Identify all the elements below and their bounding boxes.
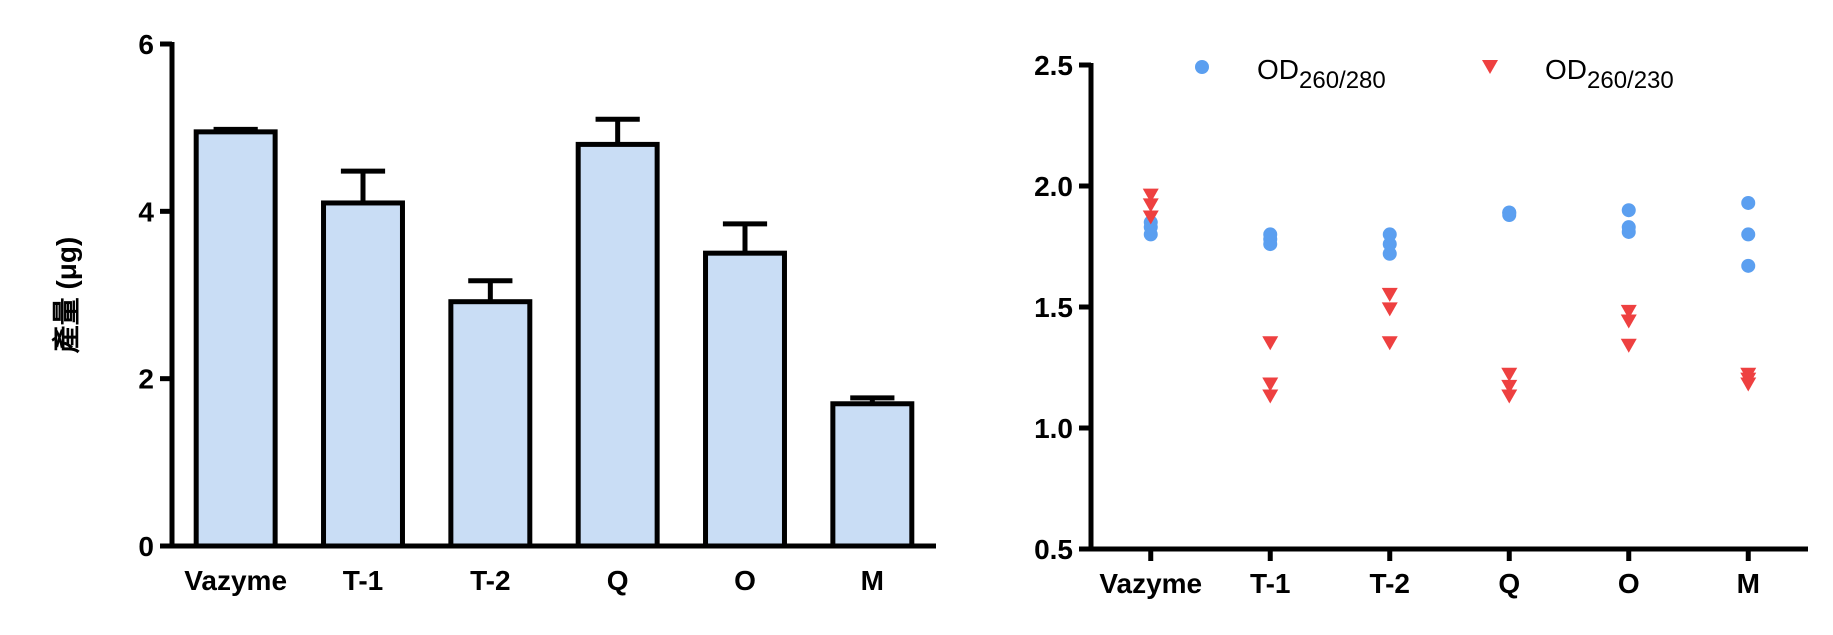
point — [1142, 188, 1159, 203]
y-tick-label: 1.5 — [1034, 292, 1073, 323]
bar — [448, 299, 533, 549]
x-tick-label: Q — [1498, 568, 1520, 599]
legend-label: OD260/280 — [1257, 54, 1386, 94]
point — [1501, 367, 1518, 382]
legend-label: OD260/230 — [1545, 54, 1674, 94]
point — [1262, 389, 1279, 404]
x-tick-label: M — [861, 565, 884, 596]
bar — [703, 250, 787, 549]
legend-marker — [1482, 60, 1498, 74]
y-tick-label: 2.0 — [1034, 171, 1073, 202]
point — [1382, 237, 1397, 252]
point — [1142, 210, 1159, 225]
point — [1381, 287, 1398, 302]
point — [1741, 227, 1756, 242]
point — [1382, 227, 1397, 242]
point — [1621, 220, 1636, 235]
y-tick-label: 6 — [138, 29, 154, 60]
x-tick-label: Vazyme — [184, 565, 287, 596]
point — [1502, 205, 1517, 220]
y-tick-label: 4 — [138, 196, 154, 227]
y-tick-label: 0 — [138, 531, 154, 562]
y-tick-label: 2 — [138, 364, 154, 395]
x-tick-label: T-1 — [1250, 568, 1290, 599]
legend-name: OD — [1545, 54, 1587, 85]
legend-subscript: 260/230 — [1587, 67, 1674, 94]
y-axis-label: 產量 (μg) — [50, 237, 82, 354]
point — [1501, 389, 1518, 404]
point — [1501, 379, 1518, 394]
x-tick-label: O — [734, 565, 756, 596]
point — [1741, 195, 1756, 210]
bar — [321, 200, 405, 549]
x-tick-label: T-2 — [470, 565, 510, 596]
x-tick-label: T-1 — [343, 565, 383, 596]
point — [1741, 258, 1756, 273]
point — [1262, 336, 1279, 351]
y-tick-label: 2.5 — [1034, 50, 1073, 81]
point — [1740, 367, 1757, 382]
bar — [830, 401, 915, 549]
bar — [193, 129, 278, 549]
point — [1620, 314, 1637, 329]
x-tick-label: Q — [607, 565, 629, 596]
legend-name: OD — [1257, 54, 1299, 85]
point — [1620, 338, 1637, 353]
point — [1262, 377, 1279, 392]
x-tick-label: Vazyme — [1099, 568, 1202, 599]
legend-subscript: 260/280 — [1299, 67, 1386, 94]
x-tick-label: O — [1618, 568, 1640, 599]
point — [1621, 203, 1636, 218]
point — [1263, 227, 1278, 242]
point — [1620, 304, 1637, 319]
y-tick-label: 1.0 — [1034, 413, 1073, 444]
x-tick-label: T-2 — [1370, 568, 1410, 599]
y-tick-label: 0.5 — [1034, 534, 1073, 565]
x-tick-label: M — [1737, 568, 1760, 599]
bar — [575, 141, 660, 549]
point — [1381, 302, 1398, 317]
point — [1381, 336, 1398, 351]
point — [1142, 198, 1159, 213]
legend-marker — [1195, 60, 1209, 74]
point — [1382, 246, 1397, 261]
